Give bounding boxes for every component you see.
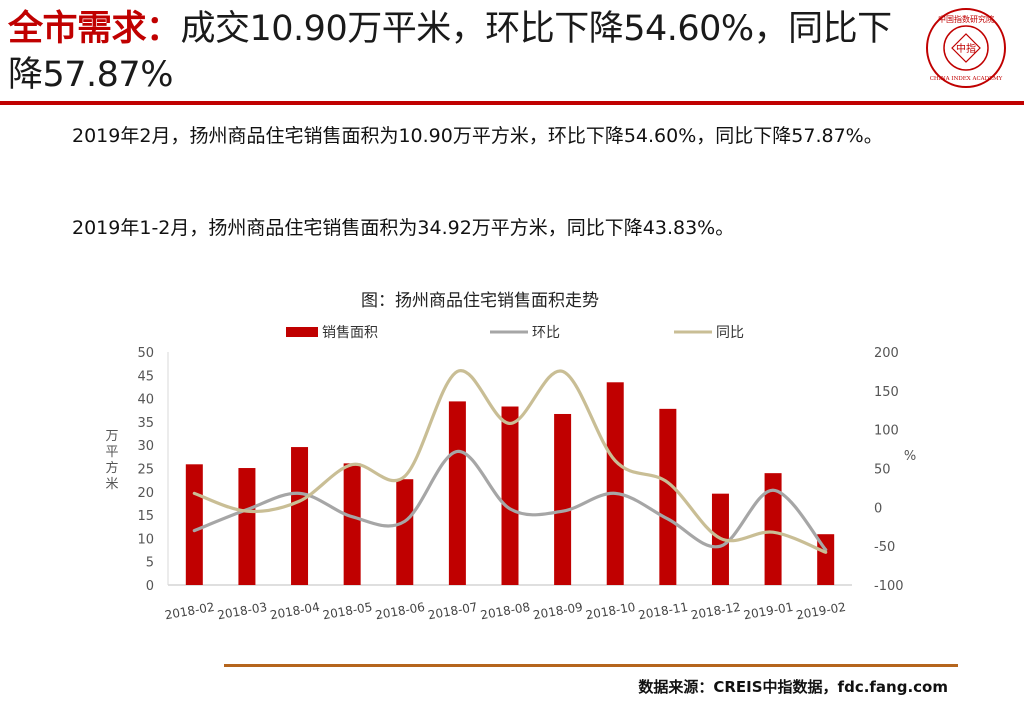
legend-label: 同比 <box>716 325 744 341</box>
y-tick-label: 35 <box>137 416 154 431</box>
x-tick-label: 2018-08 <box>479 600 531 622</box>
x-tick-label: 2019-01 <box>742 600 794 622</box>
y-tick-label: 50 <box>137 346 154 361</box>
y2-tick-label: 100 <box>874 424 899 439</box>
title-rest: 成交10.90万平米，环比下降54.60%，同比下降57.87% <box>8 9 892 95</box>
y-tick-label: 25 <box>137 463 154 478</box>
x-tick-label: 2019-02 <box>795 600 847 622</box>
bar <box>396 479 414 585</box>
series-line-yoy <box>192 369 828 554</box>
logo-top-text: 中国指数研究院 <box>938 14 994 24</box>
logo-center-text: 中指 <box>956 42 976 55</box>
y-tick-label: 40 <box>137 393 154 408</box>
bar <box>185 464 203 585</box>
chart-legend: 销售面积 环比 同比 <box>286 325 744 341</box>
bar <box>343 463 361 585</box>
y-tick-label: 20 <box>137 486 154 501</box>
x-tick-label: 2018-02 <box>164 600 216 622</box>
y-tick-label: 5 <box>146 556 154 571</box>
header-divider <box>0 101 1024 105</box>
x-tick-label: 2018-06 <box>374 600 426 622</box>
bar <box>764 473 782 585</box>
x-tick-label: 2018-05 <box>322 600 374 622</box>
x-tick-label: 2018-03 <box>216 600 268 622</box>
x-tick-label: 2018-09 <box>532 600 584 622</box>
legend-label: 环比 <box>532 325 560 341</box>
x-tick-label: 2018-07 <box>427 600 479 622</box>
x-tick-label: 2018-10 <box>585 600 637 622</box>
logo-bottom-text: CHINA INDEX ACADEMY <box>930 76 1003 82</box>
legend-swatch <box>286 327 318 337</box>
bar <box>501 406 519 585</box>
summary-paragraph-1: 2019年2月，扬州商品住宅销售面积为10.90万平方米，环比下降54.60%，… <box>72 125 883 147</box>
page-title: 全市需求：成交10.90万平米，环比下降54.60%，同比下降57.87% <box>8 6 908 98</box>
china-index-academy-logo: 中国指数研究院 中指 CHINA INDEX ACADEMY <box>924 6 1008 90</box>
bar <box>291 447 309 585</box>
y2-axis-label: % <box>904 449 916 464</box>
x-tick-label: 2018-11 <box>637 600 689 622</box>
sales-area-chart: 图：扬州商品住宅销售面积走势 销售面积 环比 同比 0 5 10 15 20 25 30 35 40… <box>90 280 950 640</box>
y-tick-label: 15 <box>137 509 154 524</box>
bar <box>817 534 835 585</box>
y2-tick-label: -100 <box>874 579 904 594</box>
data-source: 数据来源：CREIS中指数据，fdc.fang.com <box>638 678 948 696</box>
y2-tick-label: -50 <box>874 540 895 555</box>
bar <box>554 413 572 585</box>
bar <box>606 382 624 585</box>
legend-label: 销售面积 <box>322 325 378 341</box>
y-tick-label: 30 <box>137 439 154 454</box>
y2-tick-label: 0 <box>874 501 882 516</box>
summary-paragraph-2: 2019年1-2月，扬州商品住宅销售面积为34.92万平方米，同比下降43.83… <box>72 217 735 239</box>
chart-svg: 图：扬州商品住宅销售面积走势 销售面积 环比 同比 0 5 10 15 20 25 30 35 40… <box>105 291 916 622</box>
bar <box>448 401 466 585</box>
chart-tick-labels: 0 5 10 15 20 25 30 35 40 45 50 -100 -50 0 50 100 150 200 万… <box>105 346 916 622</box>
x-tick-label: 2018-04 <box>269 600 321 622</box>
y2-tick-label: 50 <box>874 463 891 478</box>
footer-divider <box>224 664 958 667</box>
y2-tick-label: 150 <box>874 385 899 400</box>
chart-lines <box>192 369 828 554</box>
y-tick-label: 0 <box>146 579 154 594</box>
x-tick-label: 2018-12 <box>690 600 742 622</box>
bar <box>238 468 256 585</box>
y2-tick-label: 200 <box>874 346 899 361</box>
chart-bars <box>185 382 835 585</box>
y-tick-label: 45 <box>137 369 154 384</box>
y-tick-label: 10 <box>137 532 154 547</box>
chart-title: 图：扬州商品住宅销售面积走势 <box>361 291 599 311</box>
title-highlight: 全市需求： <box>8 9 181 49</box>
y-axis-label: 万平方米 <box>105 429 118 492</box>
bar <box>659 408 677 585</box>
